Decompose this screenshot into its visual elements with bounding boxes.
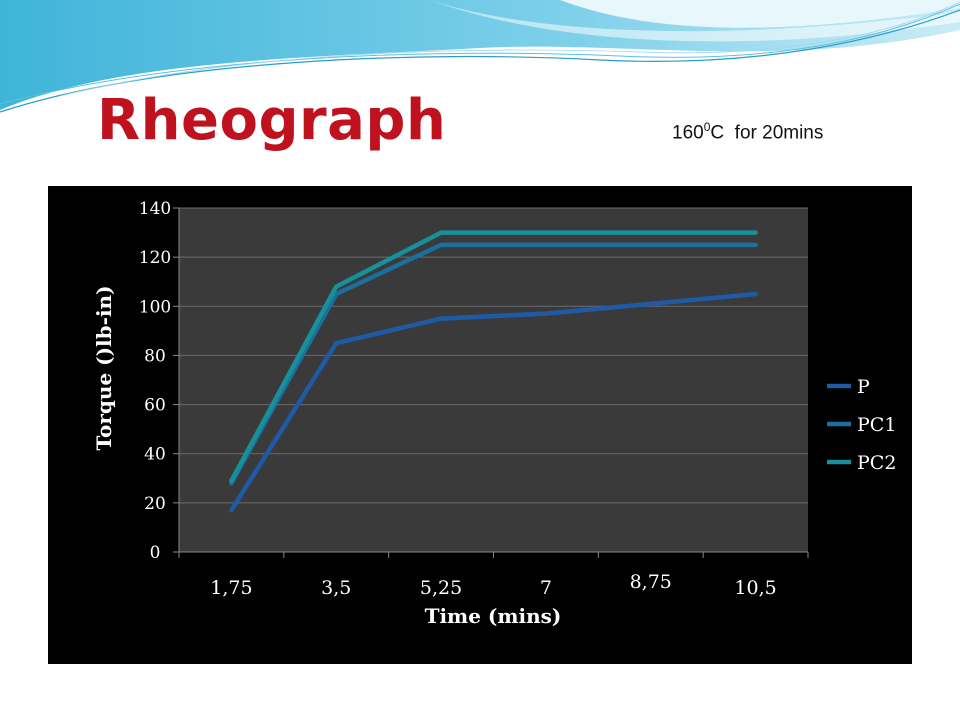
subtitle-degree-mark: 0	[703, 120, 711, 134]
header-wave-decoration	[0, 0, 960, 113]
series-lines	[229, 230, 758, 513]
y-tick-label: 0	[150, 543, 161, 563]
y-tick-label: 60	[144, 396, 166, 416]
legend: P PC1 PC2	[827, 376, 896, 474]
legend-label-p: P	[857, 376, 870, 398]
plot-area	[179, 208, 808, 552]
subtitle-temperature: 160	[672, 122, 704, 144]
y-tick-label: 20	[144, 494, 166, 514]
y-tick-label: 40	[144, 445, 166, 465]
y-tick-label: 140	[139, 199, 171, 219]
subtitle-text: C for 20mins	[710, 122, 824, 144]
legend-label-pc1: PC1	[857, 414, 896, 436]
x-tick-label: 5,25	[420, 577, 462, 599]
x-tick-label: 3,5	[321, 577, 351, 599]
x-tick-labels: 1,75 3,5 5,25 7 8,75 10,5	[210, 571, 776, 599]
chart-container: 0 20 40 60 80 100 120 140 1,75 3,5 5,25 7 8,75 10,5 …	[48, 186, 912, 664]
x-tick-label: 8,75	[630, 571, 672, 593]
x-tick-label: 7	[540, 577, 552, 599]
slide-subtitle: 1600C for 20mins	[672, 120, 823, 144]
series-line-pc1	[229, 242, 758, 486]
y-tick-label: 100	[139, 297, 171, 317]
series-line-pc2	[229, 230, 758, 483]
y-tick-labels: 0 20 40 60 80 100 120 140	[139, 199, 171, 563]
y-axis-label: Torque ()lb-in)	[92, 285, 116, 450]
y-tick-label: 120	[139, 248, 171, 268]
slide-title: Rheograph	[97, 88, 447, 153]
x-axis-label: Time (mins)	[425, 604, 562, 628]
y-tick-label: 80	[144, 346, 166, 366]
legend-label-pc2: PC2	[857, 452, 896, 474]
x-tick-label: 1,75	[210, 577, 252, 599]
axes	[178, 208, 809, 558]
series-line-p	[229, 291, 758, 513]
x-tick-label: 10,5	[734, 577, 776, 599]
gridlines	[173, 207, 808, 553]
